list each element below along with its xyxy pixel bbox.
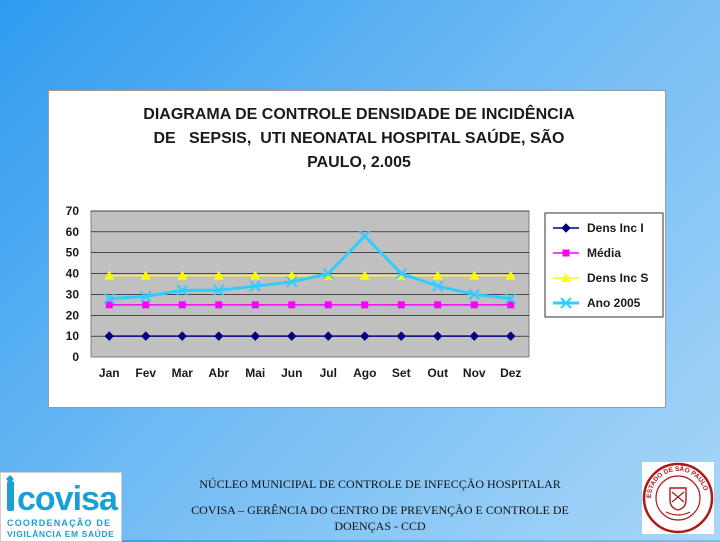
y-tick-label: 30	[66, 287, 80, 301]
footer-line-2: COVISA – GERÊNCIA DO CENTRO DE PREVENÇÃO…	[191, 503, 569, 517]
x-tick-label: Ago	[353, 366, 376, 380]
x-tick-label: Nov	[463, 366, 486, 380]
logo-subtitle-1: COORDENAÇÃO DE	[7, 518, 111, 528]
x-tick-label: Jan	[99, 366, 120, 380]
data-point	[361, 301, 369, 309]
data-point	[104, 331, 114, 341]
data-point	[396, 331, 406, 341]
x-tick-label: Out	[427, 366, 448, 380]
legend-label: Dens Inc S	[587, 271, 648, 285]
data-point	[140, 290, 152, 303]
series-line-4	[109, 233, 511, 301]
data-point	[360, 331, 370, 341]
y-tick-label: 10	[66, 329, 80, 343]
data-point	[434, 301, 442, 309]
y-tick-label: 60	[66, 225, 80, 239]
covisa-logo: covisa COORDENAÇÃO DE VIGILÂNCIA EM SAÚD…	[0, 472, 122, 542]
legend-label: Ano 2005	[587, 296, 641, 310]
data-point	[287, 331, 297, 341]
legend-label: Dens Inc I	[587, 221, 644, 235]
legend-marker	[561, 223, 571, 233]
x-tick-label: Dez	[500, 366, 521, 380]
x-tick-label: Mai	[245, 366, 265, 380]
data-point	[506, 331, 516, 341]
data-point	[286, 276, 298, 288]
data-point	[286, 270, 297, 280]
x-tick-label: Jun	[281, 366, 302, 380]
chart-title-line-3: PAULO, 2.005	[307, 154, 411, 171]
footer-line-1: NÚCLEO MUNICIPAL DE CONTROLE DE INFECÇÃO…	[199, 477, 561, 491]
chart-title-line-2: DE SEPSIS, UTI NEONATAL HOSPITAL SAÚDE, …	[153, 130, 565, 147]
data-point	[468, 288, 480, 301]
data-point	[359, 270, 370, 280]
data-point	[469, 331, 479, 341]
data-point	[359, 230, 371, 242]
data-point	[433, 331, 443, 341]
y-tick-label: 50	[66, 246, 80, 260]
data-point	[469, 270, 480, 280]
y-tick-label: 70	[66, 204, 80, 218]
plot-area	[90, 210, 530, 358]
x-tick-label: Abr	[208, 366, 229, 380]
x-tick-label: Mar	[172, 366, 194, 380]
data-point	[178, 301, 186, 309]
legend-marker	[560, 297, 572, 309]
data-point	[432, 270, 443, 280]
y-tick-label: 20	[66, 308, 80, 322]
x-tick-label: Jul	[320, 366, 337, 380]
data-point	[104, 270, 115, 280]
legend-marker	[561, 273, 571, 282]
data-point	[249, 280, 261, 292]
data-point	[103, 292, 115, 305]
data-point	[251, 301, 259, 309]
data-point	[470, 301, 478, 309]
footer-line-3: DOENÇAS - CCD	[334, 519, 426, 533]
x-tick-label: Set	[392, 366, 411, 380]
data-point	[324, 301, 332, 309]
footer-text: NÚCLEO MUNICIPAL DE CONTROLE DE INFECÇÃO…	[150, 476, 610, 534]
data-point	[213, 270, 224, 280]
data-point	[397, 301, 405, 309]
data-point	[142, 301, 150, 309]
data-point	[505, 270, 516, 280]
logo-wordmark: covisa	[17, 480, 119, 518]
logo-subtitle-2: VIGILÂNCIA EM SAÚDE	[7, 528, 114, 539]
data-point	[141, 331, 151, 341]
data-point	[505, 292, 517, 305]
data-point	[105, 301, 113, 309]
data-point	[176, 284, 188, 296]
data-point	[215, 301, 223, 309]
y-tick-label: 40	[66, 267, 80, 281]
legend-marker	[562, 249, 570, 257]
x-tick-label: Fev	[135, 366, 156, 380]
legend-label: Média	[587, 246, 621, 260]
data-point	[177, 331, 187, 341]
chart-title-line-1: DIAGRAMA DE CONTROLE DENSIDADE DE INCIDÊ…	[143, 106, 575, 123]
official-seal: ESTADO DE SÃO PAULO	[642, 462, 714, 534]
data-point	[250, 331, 260, 341]
data-point	[250, 270, 261, 280]
data-point	[140, 270, 151, 280]
data-point	[507, 301, 515, 309]
data-point	[322, 267, 334, 280]
chart-svg: 0 10 20 30 40 50 60 70 Jan Fev Mar Abr Mai Jun Jul Ago S…	[66, 204, 664, 380]
chart-panel: DIAGRAMA DE CONTROLE DENSIDADE DE INCIDÊ…	[48, 90, 666, 408]
data-point	[432, 280, 444, 292]
y-tick-label: 0	[72, 350, 79, 364]
data-point	[177, 270, 188, 280]
data-point	[213, 284, 225, 296]
data-point	[323, 331, 333, 341]
data-point	[288, 301, 296, 309]
data-point	[395, 267, 407, 280]
data-point	[214, 331, 224, 341]
